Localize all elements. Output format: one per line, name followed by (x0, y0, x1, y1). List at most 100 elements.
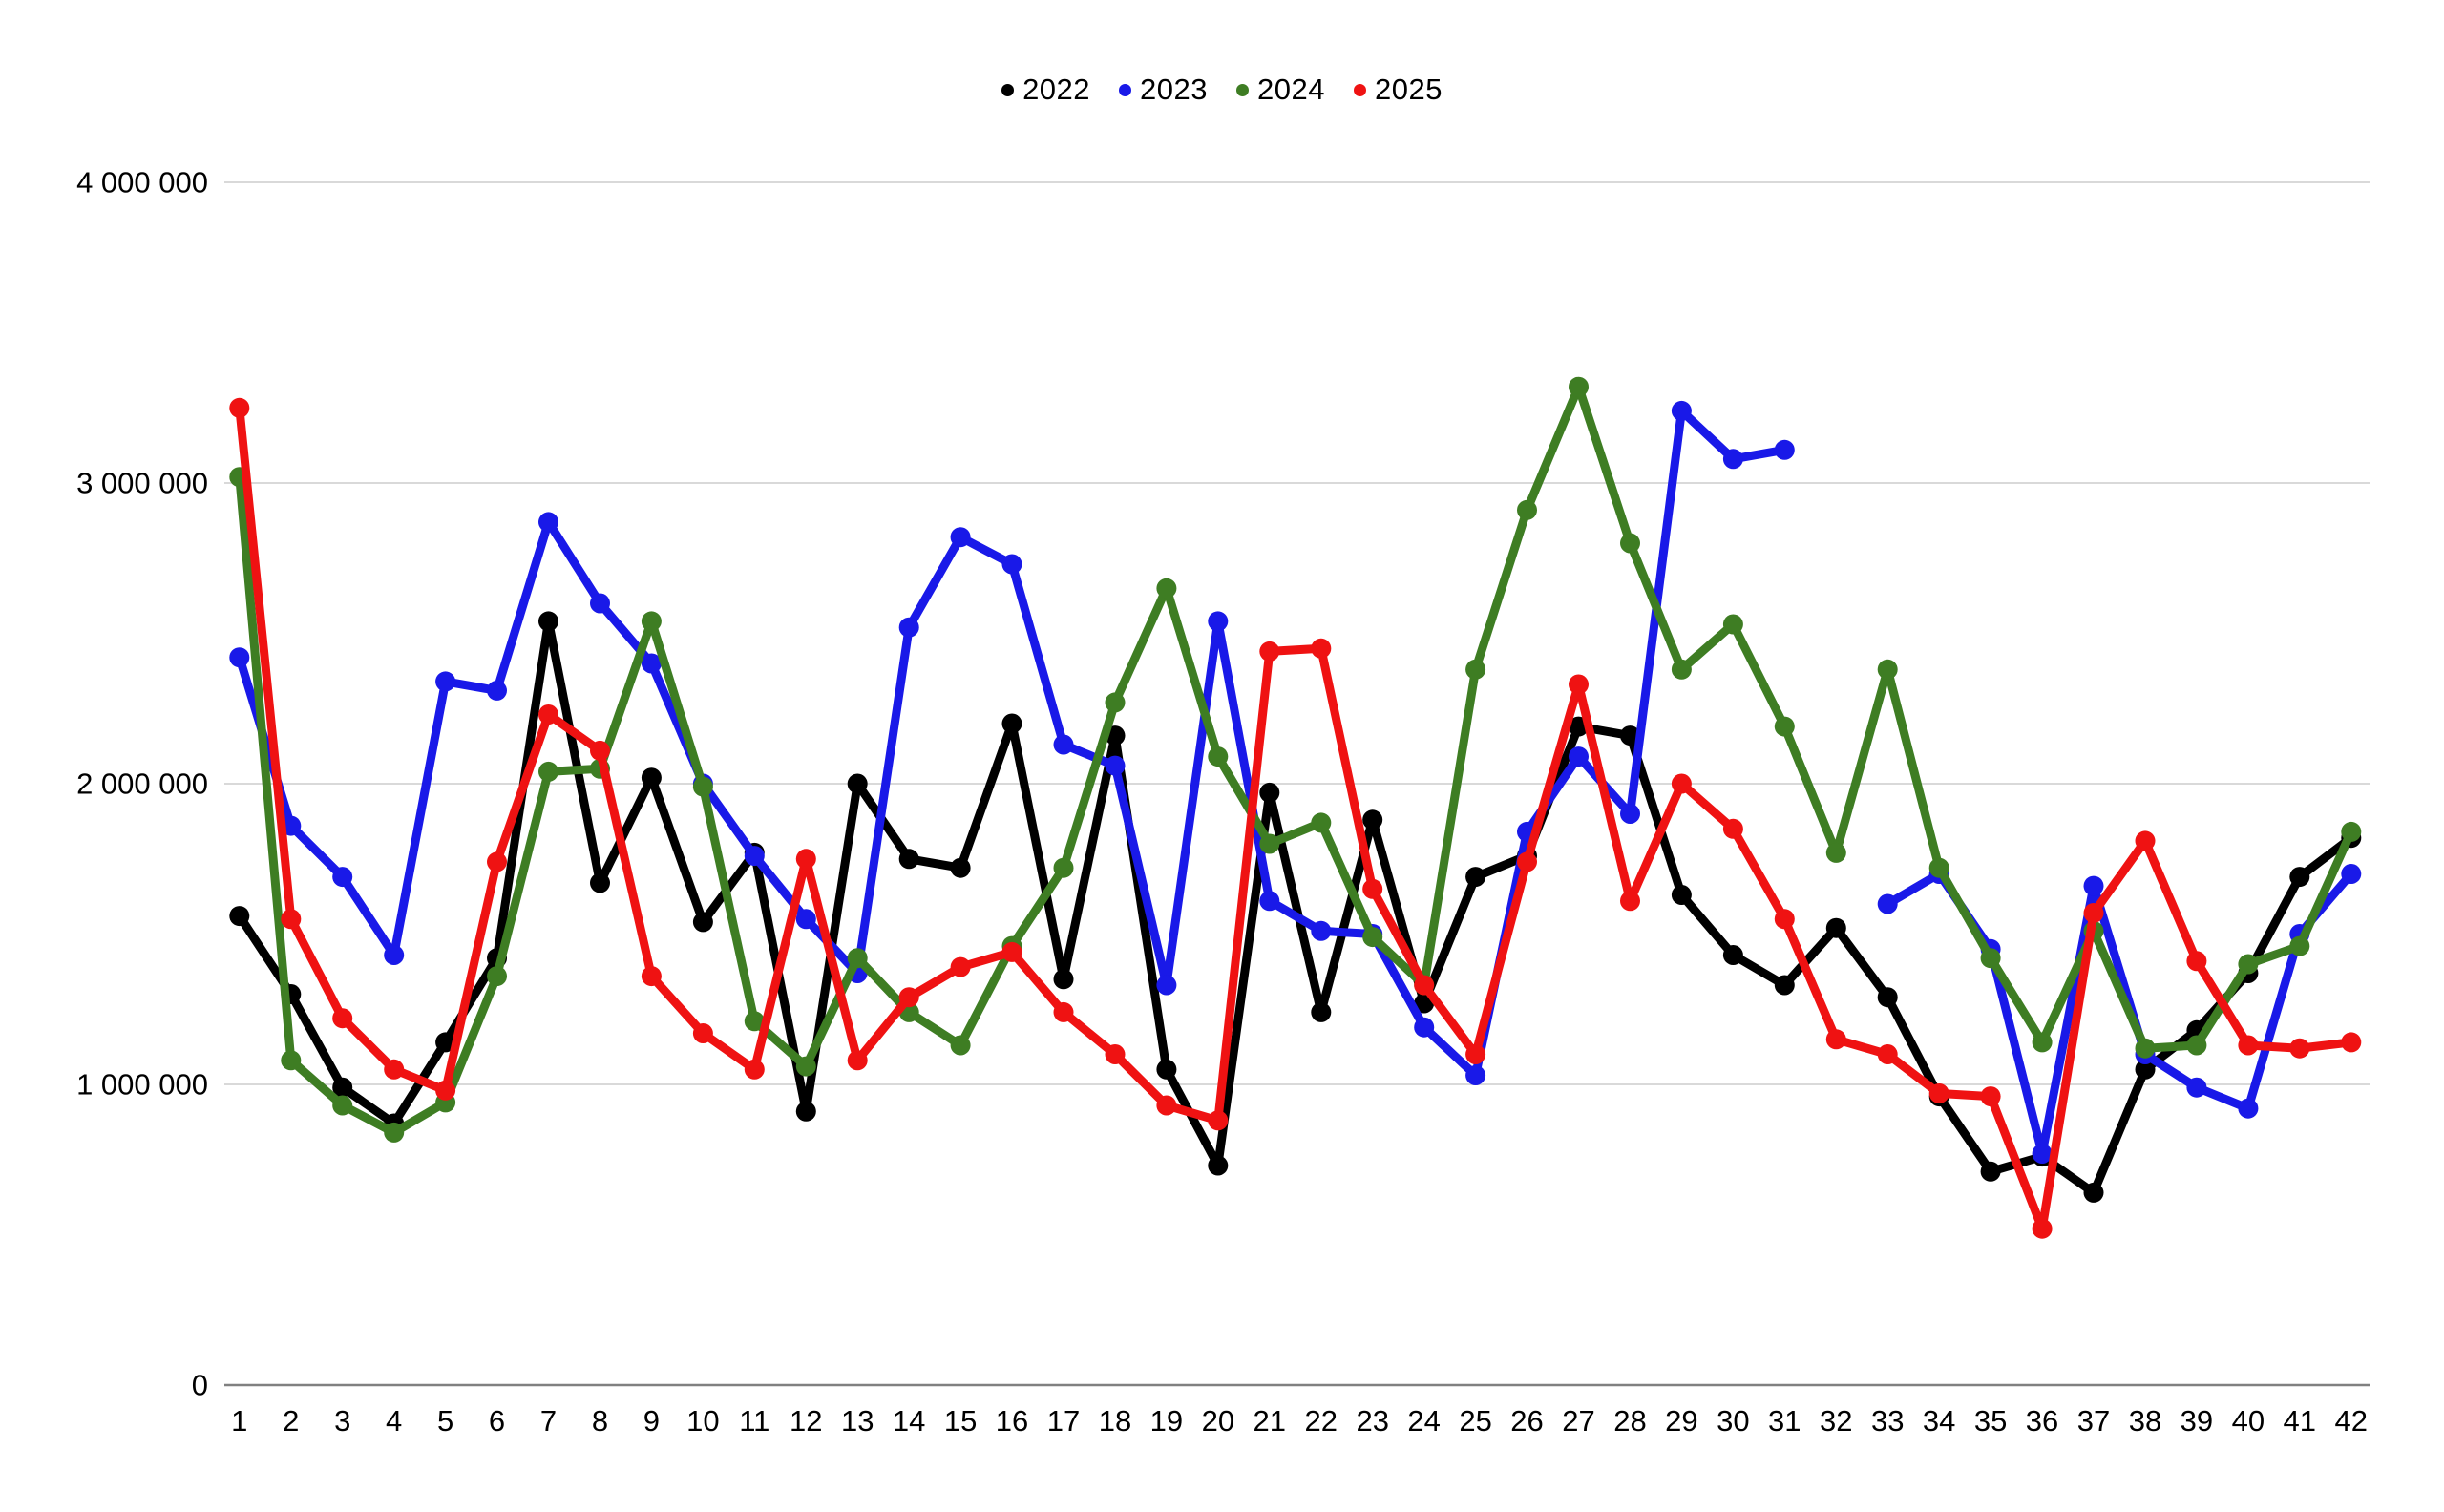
x-axis-tick-label: 11 (739, 1404, 769, 1438)
series-2024-point-w18 (1105, 692, 1126, 713)
legend-label: 2023 (1140, 73, 1208, 106)
legend-dot-2023 (1119, 83, 1132, 96)
series-2025-point-w14 (898, 987, 919, 1008)
x-axis-tick-label: 3 (334, 1404, 350, 1438)
series-2025-point-w22 (1311, 638, 1332, 659)
series-2025-point-w28 (1620, 891, 1640, 912)
x-axis-tick-label: 42 (2335, 1404, 2368, 1438)
series-2024-point-w41 (2289, 935, 2310, 956)
series-2023-point-w30 (1722, 449, 1743, 470)
series-2025-point-w25 (1465, 1044, 1486, 1064)
series-2025-point-w23 (1362, 878, 1383, 899)
series-2023-point-w20 (1208, 611, 1229, 632)
series-2025-point-w32 (1825, 1029, 1846, 1050)
series-2022-point-w28 (1620, 725, 1640, 746)
x-axis-tick-label: 4 (386, 1404, 402, 1438)
x-axis-tick-label: 21 (1254, 1404, 1286, 1438)
series-2025-point-w7 (538, 704, 558, 724)
x-axis-tick-label: 1 (231, 1404, 247, 1438)
series-2024-point-w40 (2238, 954, 2259, 975)
x-axis-tick-label: 12 (790, 1404, 822, 1438)
series-2024-point-w36 (2032, 1032, 2053, 1053)
series-2025-point-w11 (744, 1059, 765, 1080)
series-2025-point-w35 (1980, 1086, 2001, 1107)
series-2025-point-w36 (2032, 1218, 2053, 1239)
series-2023-point-w7 (538, 512, 558, 533)
series-2022-point-w35 (1980, 1161, 2001, 1182)
series-2024-point-w13 (847, 948, 868, 969)
series-2023-point-w14 (898, 617, 919, 638)
series-2025-point-w19 (1156, 1095, 1177, 1116)
x-axis-tick-label: 29 (1665, 1404, 1697, 1438)
series-2022-point-w41 (2289, 867, 2310, 888)
series-2025-point-w8 (590, 740, 610, 761)
series-2024-point-w26 (1517, 499, 1537, 520)
series-2023-point-w28 (1620, 804, 1640, 824)
y-axis-tick-label: 2 000 000 (76, 767, 208, 801)
series-2025-point-w16 (1001, 941, 1022, 962)
series-2022-point-w5 (435, 1032, 456, 1053)
x-axis-tick-label: 40 (2232, 1404, 2265, 1438)
series-2022-point-w8 (590, 872, 610, 893)
y-axis-tick-label: 1 000 000 (76, 1068, 208, 1102)
series-2025-point-w26 (1517, 851, 1537, 872)
series-2024-point-w32 (1825, 842, 1846, 863)
legend-dot-2022 (1001, 83, 1015, 96)
series-2025-point-w33 (1877, 1044, 1898, 1064)
series-2025-point-w10 (692, 1023, 713, 1043)
x-axis-tick-label: 14 (893, 1404, 925, 1438)
x-axis-tick-label: 30 (1717, 1404, 1749, 1438)
series-2023-point-w15 (950, 527, 971, 548)
series-2025-point-w13 (847, 1050, 868, 1071)
series-2024-point-w34 (1928, 857, 1949, 878)
x-axis-tick-label: 28 (1613, 1404, 1646, 1438)
series-2025-point-w27 (1569, 674, 1589, 695)
series-2022-point-w25 (1465, 867, 1486, 888)
series-2023-point-w8 (590, 593, 610, 614)
series-2023-point-w9 (641, 653, 662, 674)
series-2022-point-w38 (2135, 1059, 2156, 1080)
series-2023-point-w11 (744, 846, 765, 867)
series-2024-point-w39 (2186, 1035, 2207, 1056)
series-2024-point-w29 (1671, 659, 1692, 680)
x-axis-tick-label: 37 (2077, 1404, 2110, 1438)
series-2024-point-w27 (1569, 376, 1589, 397)
series-2025-point-w20 (1208, 1110, 1229, 1131)
series-2022-point-w13 (847, 773, 868, 794)
legend-dot-2024 (1236, 83, 1249, 96)
series-2025-point-w38 (2135, 830, 2156, 851)
series-2023-point-w3 (332, 867, 353, 888)
series-2025-point-w15 (950, 956, 971, 977)
series-2022-point-w20 (1208, 1155, 1229, 1176)
legend-item-2023[interactable]: 2023 (1119, 73, 1208, 107)
series-2024-point-w17 (1053, 857, 1074, 878)
series-2024 (229, 376, 2362, 1143)
series-2024-point-w3 (332, 1095, 353, 1116)
legend-item-2022[interactable]: 2022 (1001, 73, 1090, 107)
legend-item-2025[interactable]: 2025 (1353, 73, 1443, 107)
x-axis-tick-label: 6 (489, 1404, 505, 1438)
series-2022-point-w29 (1671, 885, 1692, 905)
x-axis-tick-label: 36 (2026, 1404, 2058, 1438)
series-2023-point-w37 (2083, 875, 2104, 896)
series-2023-point-w29 (1671, 400, 1692, 421)
x-axis-tick-label: 10 (686, 1404, 719, 1438)
x-axis-tick-label: 32 (1820, 1404, 1852, 1438)
series-2022-point-w31 (1774, 975, 1795, 996)
series-2025-point-w42 (2341, 1032, 2362, 1053)
series-2025-point-w4 (384, 1059, 405, 1080)
x-axis-tick-label: 33 (1871, 1404, 1904, 1438)
series-2022-point-w19 (1156, 1059, 1177, 1080)
series-2024-point-w15 (950, 1035, 971, 1056)
x-axis-tick-label: 25 (1459, 1404, 1491, 1438)
x-axis-tick-label: 39 (2181, 1404, 2213, 1438)
series-2024-point-w4 (384, 1122, 405, 1143)
series-2022-point-w3 (332, 1077, 353, 1098)
series-2023-point-w5 (435, 671, 456, 692)
x-axis-tick-label: 20 (1202, 1404, 1234, 1438)
legend-item-2024[interactable]: 2024 (1236, 73, 1325, 107)
series-2025-point-w3 (332, 1008, 353, 1029)
x-axis-tick-label: 24 (1407, 1404, 1440, 1438)
series-2024-point-w11 (744, 1011, 765, 1032)
